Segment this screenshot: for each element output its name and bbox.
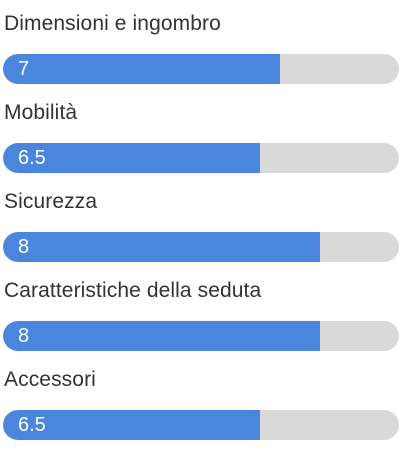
rating-bar-track: 6.5 [3,410,399,440]
rating-label: Mobilità [4,101,78,124]
rating-value: 6.5 [18,147,46,169]
rating-value: 8 [18,325,30,347]
rating-bar-fill [3,321,320,351]
rating-bar-track: 6.5 [3,143,399,173]
rating-label: Dimensioni e ingombro [4,12,221,35]
rating-value: 7 [18,58,30,80]
rating-dimensioni-ingombro: Dimensioni e ingombro 7 [3,6,400,95]
rating-mobilita: Mobilità 6.5 [3,95,400,184]
rating-value: 8 [18,236,30,258]
rating-sicurezza: Sicurezza 8 [3,184,400,273]
rating-accessori: Accessori 6.5 [3,362,400,451]
rating-label: Caratteristiche della seduta [4,279,262,302]
rating-value: 6.5 [18,414,46,436]
rating-bar-fill [3,54,281,84]
rating-label: Accessori [4,368,96,391]
rating-bar-fill [3,143,261,173]
rating-bar-track: 7 [3,54,399,84]
rating-label: Sicurezza [4,190,98,213]
rating-bar-track: 8 [3,321,399,351]
rating-caratteristiche-seduta: Caratteristiche della seduta 8 [3,273,400,362]
rating-bar-track: 8 [3,232,399,262]
rating-bar-fill [3,410,261,440]
rating-bar-fill [3,232,320,262]
